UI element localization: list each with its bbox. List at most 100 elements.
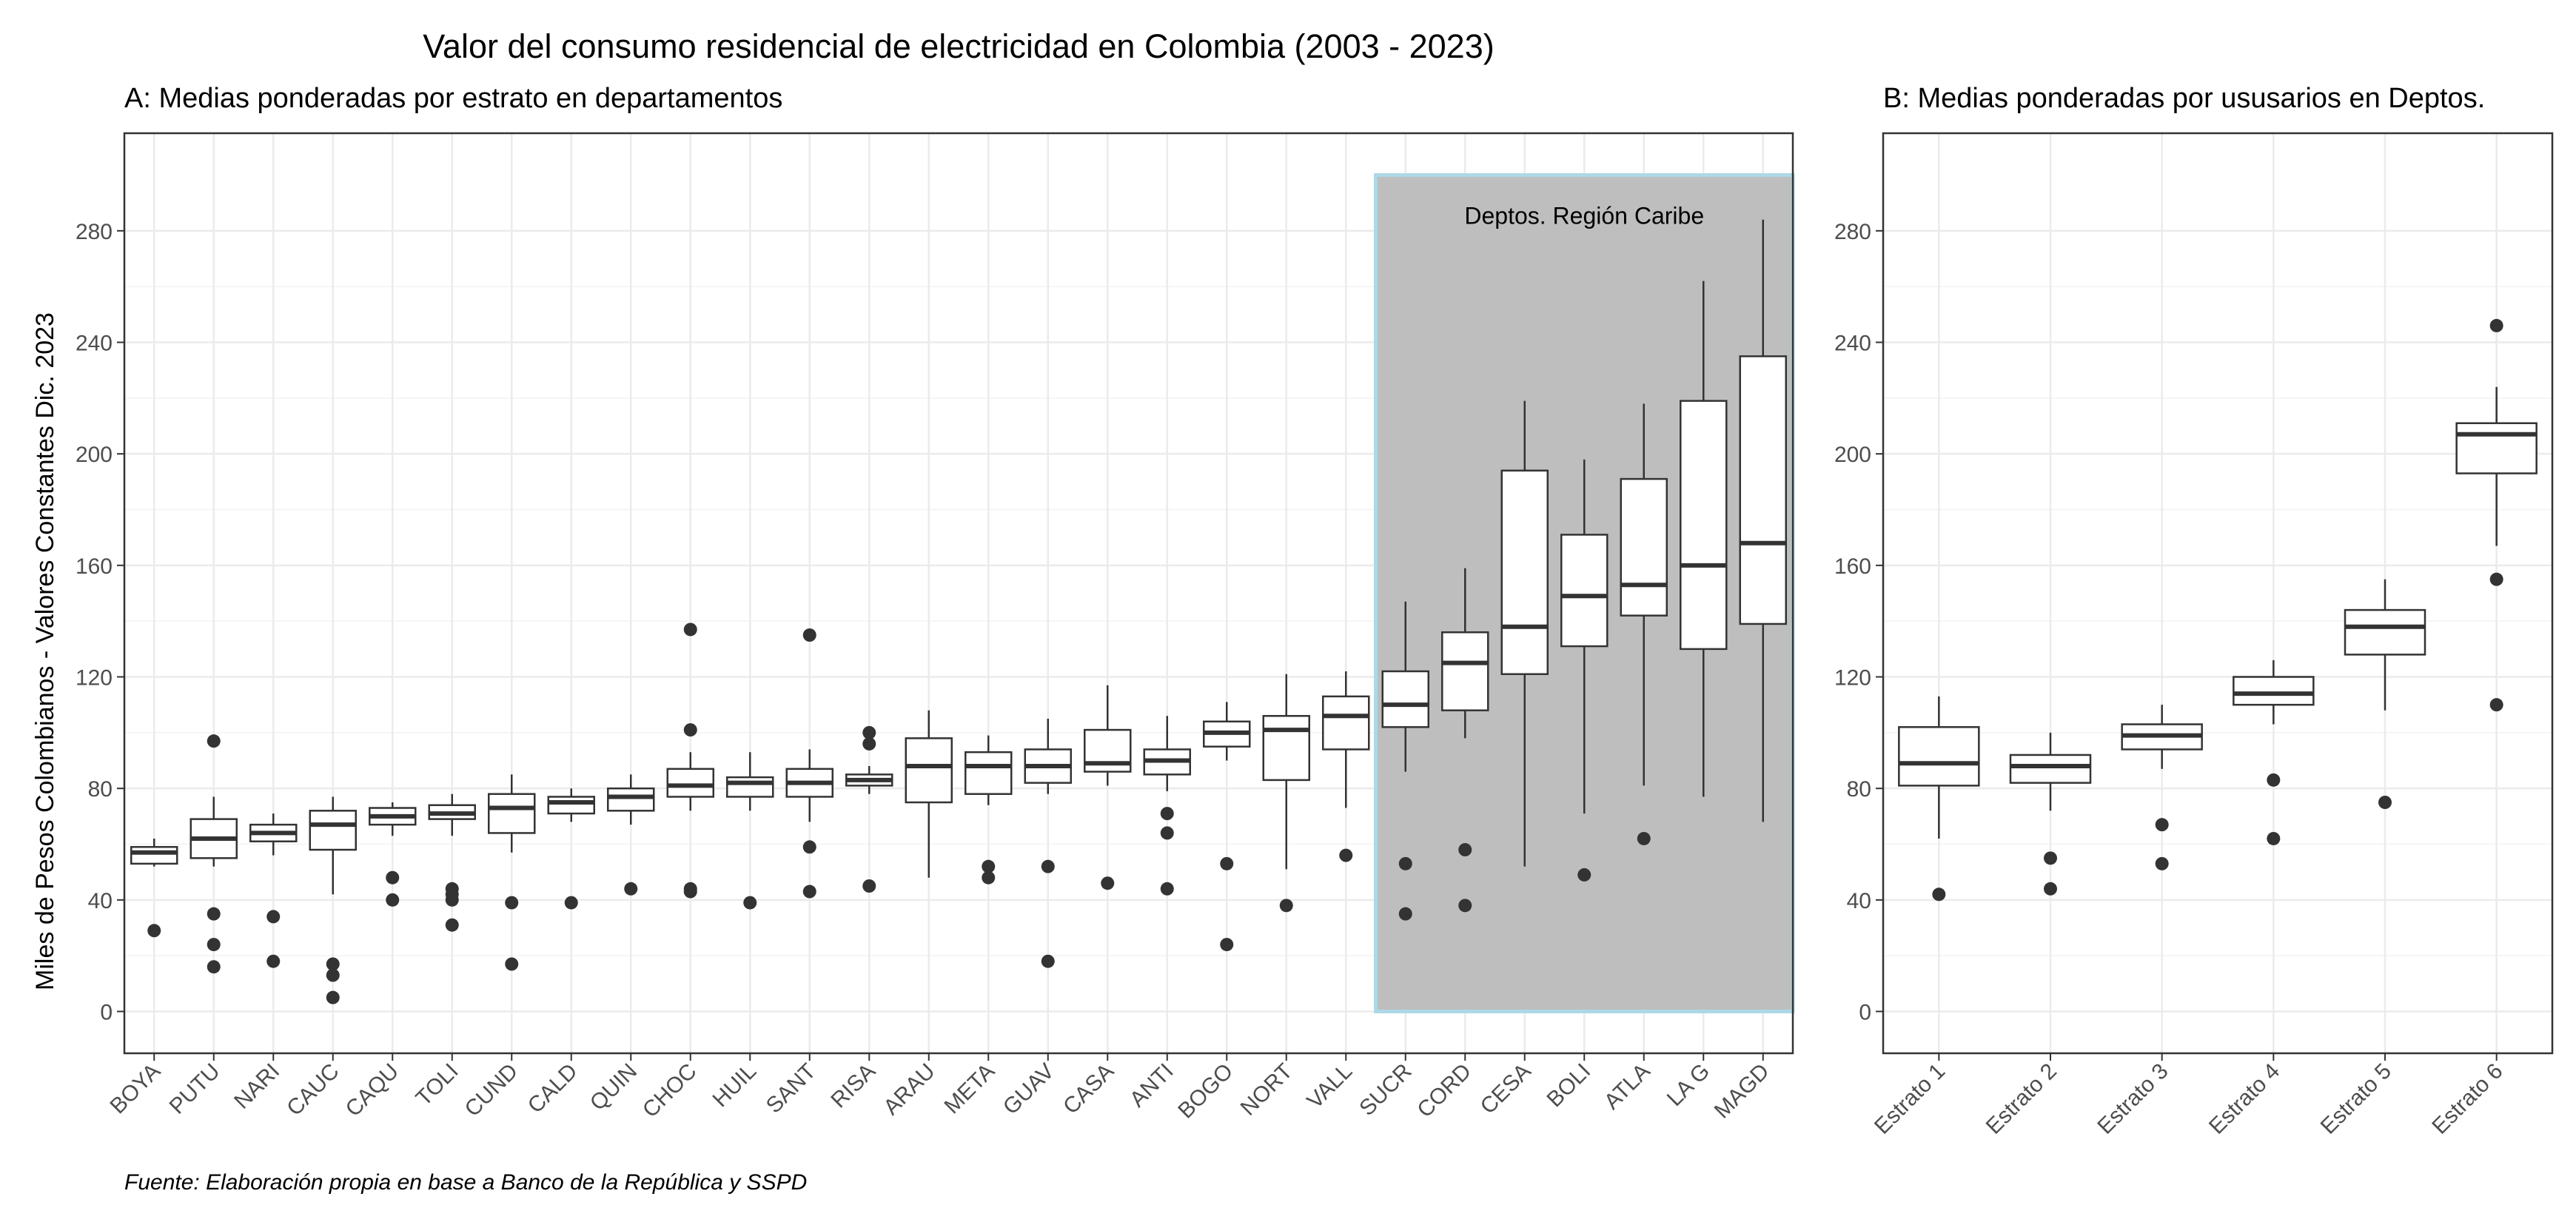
box-cord xyxy=(1441,568,1489,913)
y-tick-label: 120 xyxy=(1834,666,1871,691)
y-tick-label: 120 xyxy=(76,666,113,691)
outlier-point xyxy=(2155,818,2169,832)
x-tick-label: META xyxy=(940,1059,1000,1119)
outlier-point xyxy=(683,622,697,637)
outlier-point xyxy=(326,968,340,982)
box-estrato-2 xyxy=(2009,732,2092,896)
outlier-point xyxy=(1220,856,1234,870)
box-iqr xyxy=(1620,477,1668,617)
x-tick-label: NORT xyxy=(1236,1059,1298,1121)
box-iqr xyxy=(2009,754,2092,784)
x-tick-label: BOGO xyxy=(1173,1059,1238,1124)
outlier-point xyxy=(505,896,519,910)
outlier-point xyxy=(2378,796,2392,809)
x-tick-label: Estrato 6 xyxy=(2427,1059,2507,1139)
box-estrato-3 xyxy=(2121,705,2203,870)
box-estrato-1 xyxy=(1898,696,1980,902)
box-bogo xyxy=(1203,702,1251,952)
x-tick-label: Estrato 1 xyxy=(1870,1059,1950,1139)
outlier-point xyxy=(1041,859,1055,873)
y-tick-label: 280 xyxy=(1834,220,1871,244)
box-estrato-4 xyxy=(2233,660,2315,845)
box-vall xyxy=(1322,671,1370,862)
outlier-point xyxy=(1220,938,1234,952)
box-nari xyxy=(249,813,298,968)
y-tick-label: 200 xyxy=(1834,443,1871,467)
x-tick-label: TOLI xyxy=(412,1059,463,1111)
box-iqr xyxy=(666,768,714,798)
outlier-point xyxy=(1160,807,1174,821)
outlier-point xyxy=(266,910,281,924)
panel-border xyxy=(123,132,1794,1055)
y-tick-label: 200 xyxy=(76,443,113,467)
box-huil xyxy=(726,752,774,910)
outlier-point xyxy=(802,885,816,899)
outlier-point xyxy=(1041,954,1055,968)
outlier-point xyxy=(147,924,161,938)
box-sant xyxy=(785,628,833,899)
outlier-point xyxy=(2155,856,2169,870)
x-tick-label: QUIN xyxy=(586,1059,642,1115)
box-iqr xyxy=(2344,608,2426,656)
x-tick-label: BOYA xyxy=(105,1059,165,1119)
box-iqr xyxy=(130,846,178,865)
box-iqr xyxy=(1560,534,1609,648)
box-iqr xyxy=(2233,676,2315,706)
outlier-point xyxy=(266,954,281,968)
outlier-point xyxy=(445,918,459,932)
box-boli xyxy=(1560,459,1609,882)
box-iqr xyxy=(1381,670,1429,728)
panel-a-plot: 0 40 80 120 160 200 240 280 Deptos. Región Carib… xyxy=(76,132,1795,1124)
box-magd xyxy=(1739,219,1787,822)
panel-border xyxy=(1882,132,2554,1055)
outlier-point xyxy=(1932,887,1946,902)
x-tick-label: MAGD xyxy=(1710,1059,1774,1124)
x-tick-label: BOLI xyxy=(1543,1059,1596,1112)
outlier-point xyxy=(1160,826,1174,840)
box-iqr xyxy=(905,737,953,804)
outlier-point xyxy=(1398,907,1412,921)
outlier-point xyxy=(326,957,340,971)
outlier-point xyxy=(564,896,578,910)
x-tick-label: ATLA xyxy=(1600,1059,1655,1115)
x-tick-label: CORD xyxy=(1412,1059,1476,1123)
box-iqr xyxy=(488,793,536,834)
x-tick-label: PUTU xyxy=(165,1059,225,1119)
outlier-point xyxy=(2044,851,2057,865)
x-tick-label: Estrato 2 xyxy=(1982,1059,2062,1139)
outlier-point xyxy=(2267,831,2281,845)
outlier-point xyxy=(802,840,816,854)
box-estrato-5 xyxy=(2344,579,2426,809)
outlier-point xyxy=(1398,856,1412,870)
box-atla xyxy=(1620,403,1668,845)
x-tick-label: CASA xyxy=(1059,1059,1118,1119)
box-putu xyxy=(189,734,238,974)
outlier-point xyxy=(1279,899,1293,913)
box-iqr xyxy=(1262,714,1310,782)
box-estrato-6 xyxy=(2455,318,2538,712)
outlier-point xyxy=(743,896,757,910)
outlier-point xyxy=(982,870,996,885)
y-tick-label: 240 xyxy=(76,332,113,356)
y-tick-label: 160 xyxy=(1834,554,1871,579)
box-cesa xyxy=(1500,400,1549,867)
box-iqr xyxy=(965,751,1013,795)
box-casa xyxy=(1084,685,1132,890)
box-iqr xyxy=(2455,422,2538,474)
box-iqr xyxy=(1898,726,1980,787)
outlier-point xyxy=(862,725,876,739)
panel-b-subtitle: B: Medias ponderadas por ususarios en De… xyxy=(1883,83,2485,114)
caribe-region-label: Deptos. Región Caribe xyxy=(1464,203,1704,229)
outlier-point xyxy=(2044,882,2057,896)
box-iqr xyxy=(1322,695,1370,751)
y-tick-label: 80 xyxy=(88,777,113,802)
box-risa xyxy=(845,725,893,893)
outlier-point xyxy=(683,723,697,737)
outlier-point xyxy=(386,870,400,885)
y-tick-label: 240 xyxy=(1834,332,1871,356)
outlier-point xyxy=(207,734,221,748)
outlier-point xyxy=(2489,572,2503,586)
box-iqr xyxy=(547,796,595,815)
outlier-point xyxy=(1458,899,1472,913)
